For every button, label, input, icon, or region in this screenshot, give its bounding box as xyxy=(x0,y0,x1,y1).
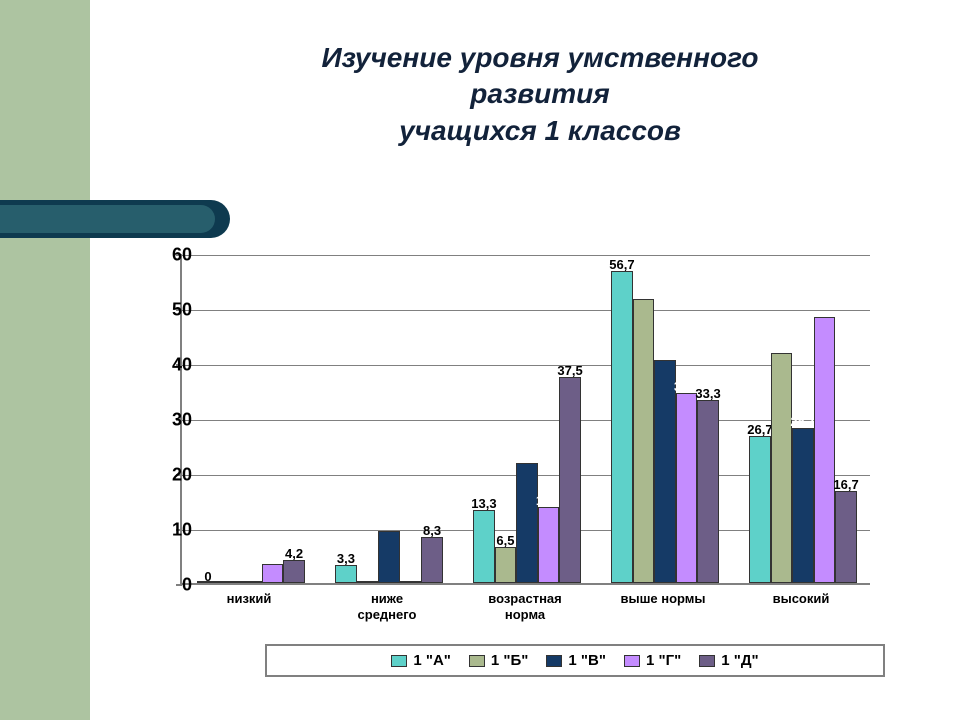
legend-swatch xyxy=(699,655,715,667)
legend-swatch xyxy=(546,655,562,667)
bar xyxy=(516,463,538,583)
legend-swatch xyxy=(469,655,485,667)
bar-value-label: 13,3 xyxy=(471,496,496,511)
legend-swatch xyxy=(391,655,407,667)
legend-item: 1 "В" xyxy=(546,652,606,669)
category-label: нижесреднего xyxy=(318,591,456,622)
category-label: выше нормы xyxy=(594,591,732,607)
bar xyxy=(697,400,719,583)
bar xyxy=(400,581,422,583)
bar xyxy=(219,581,241,583)
decorative-pill-inner xyxy=(0,205,215,233)
gridline xyxy=(182,255,870,256)
ytick-label: 20 xyxy=(142,465,192,486)
bar-value-label: 0 xyxy=(204,569,211,584)
bar-value-label: 6,5 xyxy=(496,533,514,548)
ytick-label: 30 xyxy=(142,410,192,431)
legend-label: 1 "Г" xyxy=(646,652,681,669)
bar xyxy=(421,537,443,583)
ytick-label: 50 xyxy=(142,300,192,321)
bar-value-label: 8,3 xyxy=(423,523,441,538)
legend-label: 1 "Б" xyxy=(491,652,529,669)
legend-label: 1 "Д" xyxy=(721,652,758,669)
bar-value-label: 56,7 xyxy=(609,257,634,272)
category-label: низкий xyxy=(180,591,318,607)
bar xyxy=(676,393,698,583)
bar xyxy=(335,565,357,583)
bar xyxy=(262,564,284,583)
bar xyxy=(283,560,305,583)
ytick-label: 10 xyxy=(142,520,192,541)
bar xyxy=(835,491,857,583)
bar xyxy=(771,353,793,583)
legend-item: 1 "Д" xyxy=(699,652,758,669)
bar xyxy=(538,507,560,583)
ytick-label: 60 xyxy=(142,245,192,266)
bar xyxy=(654,360,676,583)
bar-value-label: 26,7 xyxy=(747,422,772,437)
bar xyxy=(473,510,495,583)
legend-item: 1 "Б" xyxy=(469,652,529,669)
chart-title: Изучение уровня умственного развития уча… xyxy=(160,40,920,149)
bar xyxy=(633,299,655,583)
bar xyxy=(378,531,400,583)
bar-value-label: 4,2 xyxy=(285,546,303,561)
legend-item: 1 "А" xyxy=(391,652,451,669)
bar xyxy=(611,271,633,583)
bar xyxy=(814,317,836,583)
ytick-label: 40 xyxy=(142,355,192,376)
legend-swatch xyxy=(624,655,640,667)
bar xyxy=(495,547,517,583)
gridline xyxy=(182,310,870,311)
legend-label: 1 "В" xyxy=(568,652,606,669)
bar xyxy=(240,581,262,583)
legend: 1 "А" 1 "Б" 1 "В" 1 "Г" 1 "Д" xyxy=(265,644,885,677)
bar-value-label: 3,3 xyxy=(337,551,355,566)
plot-area: 04,23,38,313,36,513,837,556,734,533,326,… xyxy=(180,255,870,585)
bar-value-label: 13,8 xyxy=(536,493,561,508)
bar xyxy=(749,436,771,583)
bar-value-label: 16,7 xyxy=(833,477,858,492)
category-label: высокий xyxy=(732,591,870,607)
gridline xyxy=(182,365,870,366)
bar xyxy=(559,377,581,583)
legend-label: 1 "А" xyxy=(413,652,451,669)
bar-value-label: 33,3 xyxy=(695,386,720,401)
category-label: возрастнаянорма xyxy=(456,591,594,622)
chart-container: 04,23,38,313,36,513,837,556,734,533,326,… xyxy=(110,255,890,685)
gridline xyxy=(182,420,870,421)
bar xyxy=(792,428,814,583)
bar-value-label: 28,1 xyxy=(790,414,815,429)
legend-item: 1 "Г" xyxy=(624,652,681,669)
left-sidebar-band xyxy=(0,0,90,720)
bar xyxy=(357,581,379,583)
bar-value-label: 37,5 xyxy=(557,363,582,378)
